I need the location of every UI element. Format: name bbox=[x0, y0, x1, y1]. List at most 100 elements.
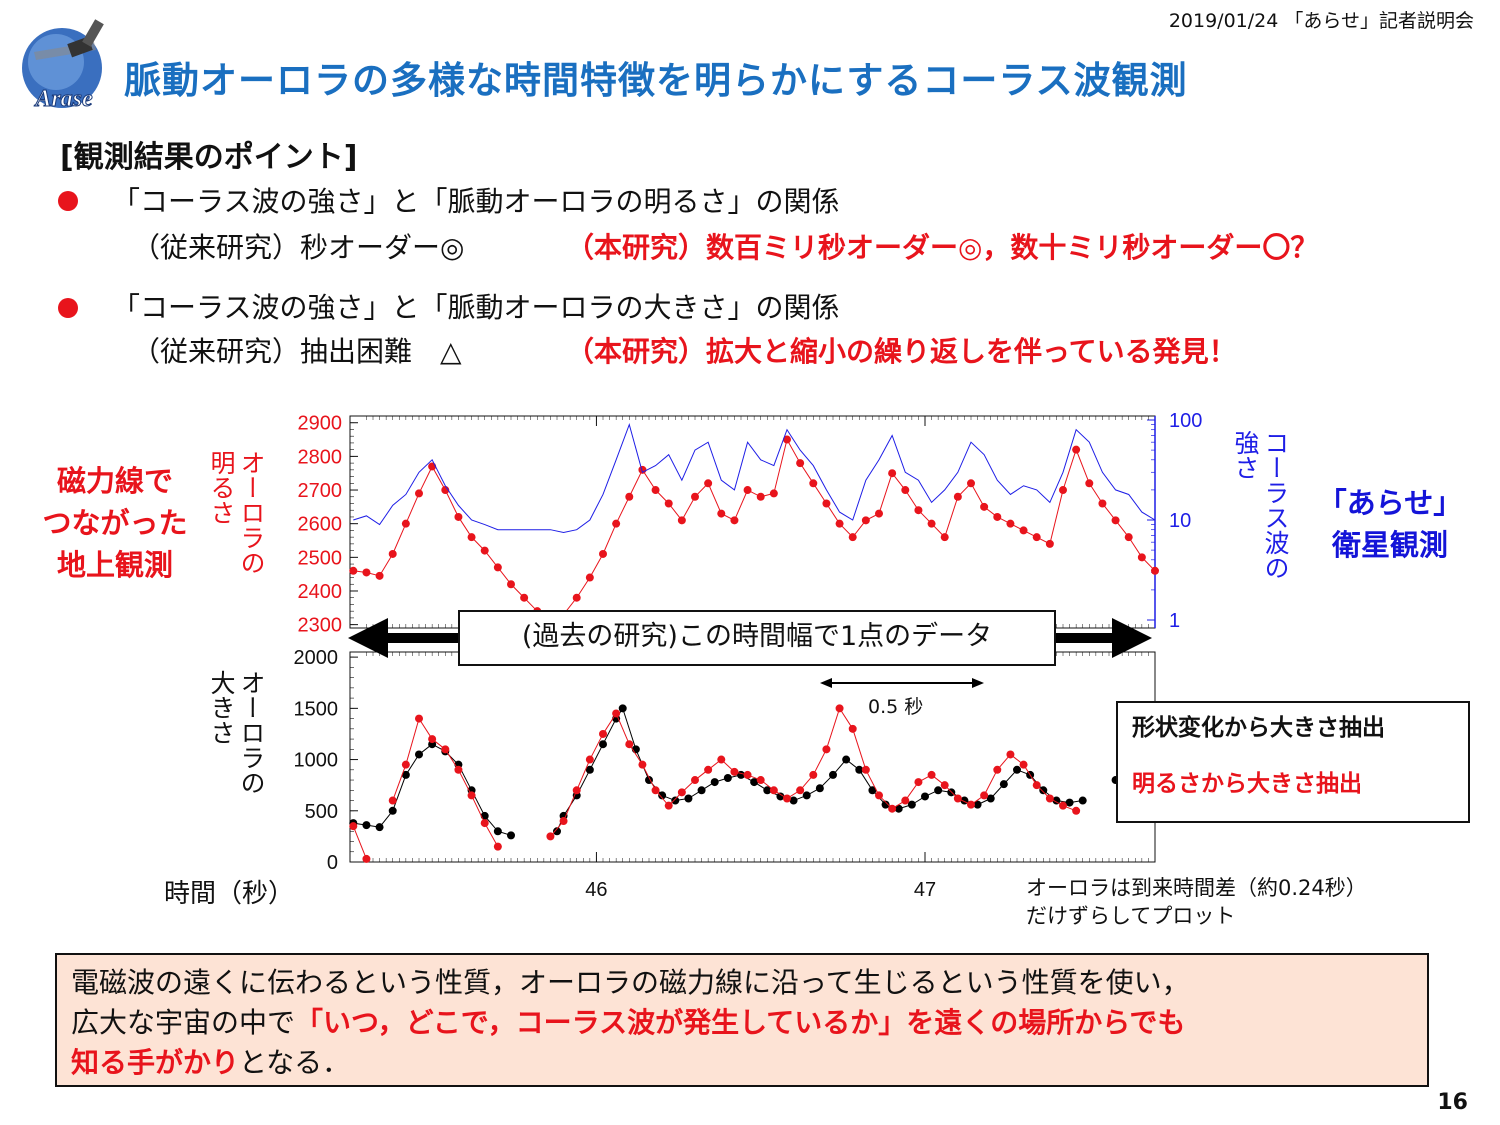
scale-label: 0.5 秒 bbox=[868, 696, 924, 718]
brightness-point bbox=[691, 492, 699, 501]
size-point-black bbox=[1065, 798, 1074, 807]
brightness-point bbox=[769, 489, 778, 498]
size-point-red bbox=[1006, 750, 1015, 759]
size-point-black bbox=[710, 778, 719, 787]
size-point-red bbox=[454, 765, 463, 774]
brightness-point bbox=[428, 462, 437, 471]
y-tick-label: 2600 bbox=[298, 514, 343, 536]
size-point-red bbox=[1032, 781, 1041, 790]
brightness-point bbox=[1059, 486, 1067, 495]
size-point-black bbox=[618, 704, 627, 713]
brightness-axis-label: オーロラの 明るさ bbox=[206, 450, 266, 620]
series-line-blue bbox=[353, 422, 1156, 534]
bullet1-prev: （従来研究）秒オーダー◎ bbox=[132, 231, 465, 264]
brightness-point bbox=[599, 549, 607, 558]
size-point-red bbox=[953, 794, 962, 803]
size-point-red bbox=[822, 745, 831, 754]
page-title: 脈動オーロラの多様な時間特徴を明らかにするコーラス波観測 bbox=[124, 59, 1188, 102]
size-point-red bbox=[1019, 760, 1028, 769]
y-right-tick-label: 10 bbox=[1169, 510, 1191, 532]
right-label-line: 「あらせ」 bbox=[1317, 486, 1463, 520]
brightness-point bbox=[927, 519, 936, 528]
size-link-red bbox=[812, 749, 827, 776]
legend-box: 形状変化から大きさ抽出 明るさから大きさ抽出 bbox=[1116, 701, 1470, 823]
size-link-red bbox=[352, 825, 367, 860]
size-point-black bbox=[1078, 796, 1087, 805]
size-point-black bbox=[658, 791, 667, 800]
y-tick-label: 2800 bbox=[298, 446, 343, 468]
size-point-red bbox=[691, 776, 699, 785]
brightness-point bbox=[572, 593, 581, 602]
brightness-point bbox=[861, 516, 870, 525]
size-link-red bbox=[576, 759, 591, 791]
conclusion-box: 電磁波の遠くに伝わるという性質，オーロラの磁力線に沿って生じるという性質を使い，… bbox=[55, 953, 1429, 1087]
size-link-red bbox=[983, 769, 998, 796]
brightness-point bbox=[901, 486, 910, 495]
size-point-black bbox=[894, 804, 903, 813]
satellite-observation-label: 「あらせ」 衛星観測 bbox=[1310, 482, 1470, 566]
size-point-red bbox=[467, 791, 476, 800]
size-link-red bbox=[471, 795, 486, 824]
axis-label-line: コーラス波の bbox=[1261, 430, 1290, 580]
size-point-red bbox=[914, 778, 923, 787]
brightness-point bbox=[1085, 479, 1094, 488]
size-point-red bbox=[717, 755, 726, 764]
size-point-black bbox=[815, 784, 824, 793]
period-arrow-left-head bbox=[348, 618, 388, 658]
x-tick-label: 47 bbox=[914, 879, 936, 901]
y-right-tick-label: 100 bbox=[1169, 410, 1202, 432]
brightness-point bbox=[664, 499, 673, 508]
points-heading: [観測結果のポイント] bbox=[60, 140, 358, 175]
size-point-black bbox=[415, 750, 423, 759]
size-link-red bbox=[865, 769, 880, 796]
bullet2-text: 「コーラス波の強さ」と「脈動オーロラの大きさ」の関係 bbox=[112, 291, 840, 324]
axis-label-line: オーロラの bbox=[237, 670, 266, 795]
size-point-black bbox=[599, 740, 607, 749]
size-point-black bbox=[507, 831, 515, 840]
right-label-line: 衛星観測 bbox=[1331, 528, 1448, 562]
brightness-point bbox=[467, 533, 476, 542]
size-point-red bbox=[651, 786, 660, 795]
size-link-red bbox=[392, 764, 407, 801]
brightness-point bbox=[717, 509, 726, 518]
size-point-red bbox=[625, 740, 634, 749]
size-point-black bbox=[553, 827, 561, 836]
size-point-black bbox=[986, 794, 995, 803]
brightness-point bbox=[822, 499, 831, 508]
brightness-point bbox=[349, 566, 358, 575]
size-link-black bbox=[589, 743, 604, 771]
brightness-point bbox=[1045, 539, 1054, 548]
size-point-red bbox=[493, 842, 502, 851]
brightness-point bbox=[401, 519, 410, 528]
size-point-red bbox=[388, 796, 397, 805]
brightness-point bbox=[493, 563, 502, 572]
size-point-black bbox=[493, 827, 502, 836]
brightness-point bbox=[480, 546, 489, 555]
brightness-point bbox=[638, 465, 647, 474]
bottom-plot-frame bbox=[349, 651, 1156, 863]
bullet-dot bbox=[58, 191, 78, 211]
brightness-point bbox=[520, 593, 529, 602]
size-point-red bbox=[664, 801, 673, 810]
size-point-black bbox=[776, 792, 785, 801]
brightness-point bbox=[875, 509, 883, 518]
size-link-red bbox=[825, 708, 841, 750]
size-point-red bbox=[362, 854, 371, 863]
brightness-point bbox=[1111, 516, 1120, 525]
size-point-black bbox=[802, 791, 811, 800]
axis-label-line: 大きさ bbox=[207, 670, 236, 745]
size-link-red bbox=[628, 743, 643, 765]
brightness-point bbox=[809, 479, 818, 488]
size-point-red bbox=[585, 755, 594, 764]
series-line-red bbox=[353, 438, 1156, 622]
y-tick-label: 1500 bbox=[294, 698, 339, 720]
size-link-black bbox=[622, 708, 637, 750]
brightness-point bbox=[783, 435, 791, 444]
size-point-red bbox=[783, 794, 791, 803]
bullet1-text: 「コーラス波の強さ」と「脈動オーロラの明るさ」の関係 bbox=[112, 185, 840, 218]
size-link-red bbox=[484, 822, 499, 847]
y-tick-label: 2700 bbox=[298, 480, 343, 502]
scale-arrow-left-head bbox=[820, 678, 832, 688]
y-tick-label: 2500 bbox=[298, 547, 343, 569]
brightness-point bbox=[743, 486, 752, 495]
